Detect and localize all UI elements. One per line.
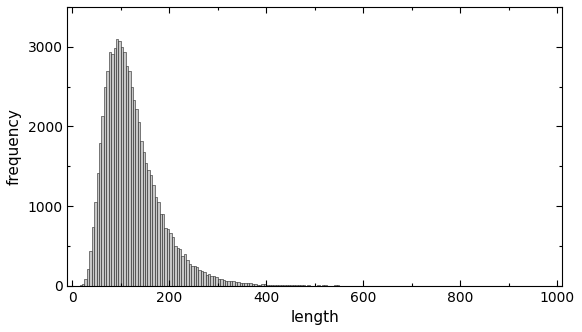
Bar: [121, 47, 123, 286]
Bar: [194, 266, 196, 286]
Bar: [140, 141, 143, 286]
Bar: [123, 51, 126, 286]
Bar: [264, 284, 266, 286]
Bar: [87, 269, 89, 286]
Bar: [107, 71, 109, 286]
Bar: [208, 275, 211, 286]
Bar: [220, 279, 222, 286]
Bar: [167, 229, 169, 286]
Bar: [269, 285, 271, 286]
Bar: [104, 87, 107, 286]
Bar: [298, 285, 300, 286]
Bar: [152, 186, 155, 286]
Bar: [109, 52, 111, 286]
Bar: [157, 202, 159, 286]
Bar: [136, 109, 138, 286]
Bar: [201, 271, 203, 286]
Bar: [184, 254, 186, 286]
Bar: [169, 233, 172, 286]
Bar: [261, 284, 264, 286]
Bar: [286, 285, 288, 286]
Bar: [159, 214, 162, 286]
Bar: [271, 285, 274, 286]
Bar: [94, 202, 97, 286]
Bar: [242, 283, 244, 286]
Bar: [222, 280, 225, 286]
Bar: [186, 260, 189, 286]
Bar: [244, 283, 247, 286]
Bar: [205, 275, 208, 286]
Bar: [237, 282, 240, 286]
Bar: [165, 228, 167, 286]
Bar: [118, 41, 121, 286]
Bar: [150, 175, 152, 286]
Bar: [133, 100, 136, 286]
Bar: [232, 282, 235, 286]
Bar: [278, 285, 281, 286]
Bar: [147, 170, 150, 286]
Bar: [283, 285, 286, 286]
Bar: [116, 39, 118, 286]
Bar: [143, 152, 145, 286]
Bar: [203, 272, 205, 286]
Bar: [211, 276, 213, 286]
Bar: [89, 251, 92, 286]
Bar: [257, 285, 259, 286]
Bar: [247, 283, 249, 286]
Bar: [215, 277, 218, 286]
Bar: [80, 285, 82, 286]
Bar: [213, 276, 215, 286]
Bar: [276, 285, 278, 286]
Bar: [130, 87, 133, 286]
Bar: [225, 281, 228, 286]
Bar: [101, 116, 104, 286]
Bar: [334, 285, 336, 286]
Bar: [174, 246, 176, 286]
Bar: [172, 237, 174, 286]
Bar: [249, 284, 251, 286]
Bar: [111, 54, 113, 286]
Bar: [189, 264, 191, 286]
Bar: [82, 284, 84, 286]
Bar: [254, 284, 257, 286]
Bar: [281, 285, 283, 286]
Bar: [126, 66, 128, 286]
Bar: [259, 285, 261, 286]
Bar: [99, 143, 101, 286]
Bar: [162, 214, 165, 286]
Bar: [218, 279, 220, 286]
Bar: [235, 282, 237, 286]
Bar: [230, 281, 232, 286]
Bar: [179, 249, 182, 286]
Bar: [145, 163, 147, 286]
Bar: [266, 285, 269, 286]
Bar: [155, 197, 157, 286]
Bar: [176, 248, 179, 286]
Bar: [290, 285, 293, 286]
Bar: [113, 48, 116, 286]
Y-axis label: frequency: frequency: [7, 108, 22, 185]
Bar: [228, 282, 230, 286]
Bar: [251, 284, 254, 286]
Bar: [84, 279, 87, 286]
Bar: [97, 173, 99, 286]
Bar: [191, 266, 194, 286]
Bar: [138, 122, 140, 286]
X-axis label: length: length: [290, 310, 339, 325]
Bar: [240, 283, 242, 286]
Bar: [274, 285, 276, 286]
Bar: [182, 256, 184, 286]
Bar: [128, 71, 130, 286]
Bar: [92, 227, 94, 286]
Bar: [196, 267, 198, 286]
Bar: [198, 270, 201, 286]
